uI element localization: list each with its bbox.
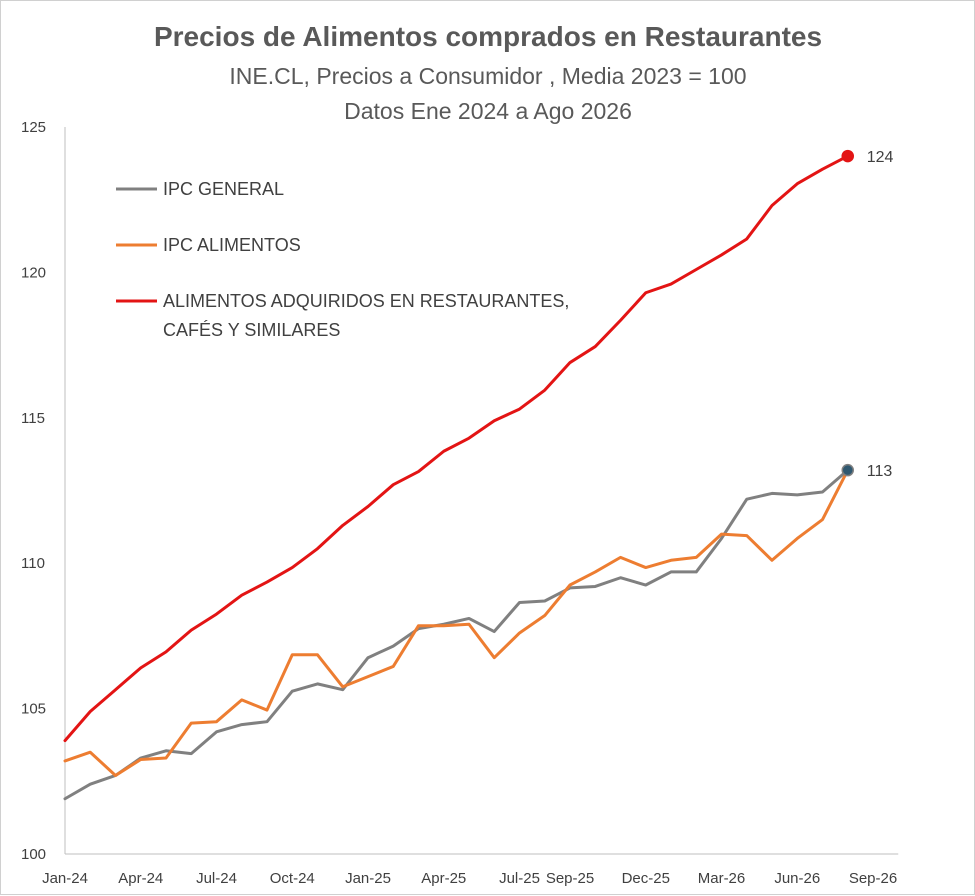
x-tick-label: Oct-24 bbox=[270, 870, 315, 887]
end-marker bbox=[841, 149, 854, 163]
end-value-label: 124 bbox=[867, 149, 894, 166]
x-axis: Jan-24 Apr-24 Jul-24 Oct-24 Jan-25 Apr-25 Jul-… bbox=[42, 853, 899, 887]
x-tick-label: Dec-25 bbox=[622, 870, 670, 887]
y-tick-label: 105 bbox=[21, 701, 46, 718]
x-tick-label: Jun-26 bbox=[774, 870, 820, 887]
series-line-ipc-alimentos bbox=[63, 468, 850, 777]
x-tick-label: Apr-25 bbox=[421, 870, 466, 887]
legend-label-restaurantes-line-2: CAFÉS Y SIMILARES bbox=[163, 320, 340, 340]
chart-subtitle-line-2: Datos Ene 2024 a Ago 2026 bbox=[344, 98, 632, 124]
y-tick-label: 115 bbox=[21, 410, 45, 427]
x-tick-label: Jul-24 bbox=[196, 870, 237, 887]
x-tick-label: Sep-26 bbox=[849, 870, 897, 887]
chart-subtitle-line-1: INE.CL, Precios a Consumidor , Media 202… bbox=[229, 63, 746, 89]
y-tick-label: 120 bbox=[21, 264, 46, 281]
y-tick-label: 110 bbox=[21, 555, 45, 572]
legend-label-ipc-alimentos: IPC ALIMENTOS bbox=[163, 235, 301, 255]
series-line-restaurantes bbox=[63, 154, 850, 743]
legend: IPC GENERAL IPC ALIMENTOS ALIMENTOS ADQU… bbox=[116, 179, 569, 340]
x-tick-label: Jul-25 bbox=[499, 870, 540, 887]
end-marker bbox=[841, 463, 854, 477]
y-tick-label: 100 bbox=[21, 846, 46, 863]
y-axis: 100 105 110 115 120 125 bbox=[21, 119, 66, 863]
series-layer bbox=[63, 154, 850, 801]
x-tick-label: Apr-24 bbox=[118, 870, 163, 887]
legend-label-restaurantes-line-1: ALIMENTOS ADQUIRIDOS EN RESTAURANTES, bbox=[163, 291, 569, 311]
end-labels: 124 113 bbox=[841, 149, 894, 480]
end-value-label: 113 bbox=[867, 463, 893, 480]
x-tick-label: Mar-26 bbox=[698, 870, 746, 887]
y-tick-label: 125 bbox=[21, 119, 46, 136]
series-line-ipc-general bbox=[63, 468, 850, 801]
x-tick-label: Jan-24 bbox=[42, 870, 88, 887]
x-tick-label: Jan-25 bbox=[345, 870, 391, 887]
chart-title: Precios de Alimentos comprados en Restau… bbox=[154, 21, 822, 52]
legend-label-ipc-general: IPC GENERAL bbox=[163, 179, 284, 199]
x-tick-label: Sep-25 bbox=[546, 870, 594, 887]
